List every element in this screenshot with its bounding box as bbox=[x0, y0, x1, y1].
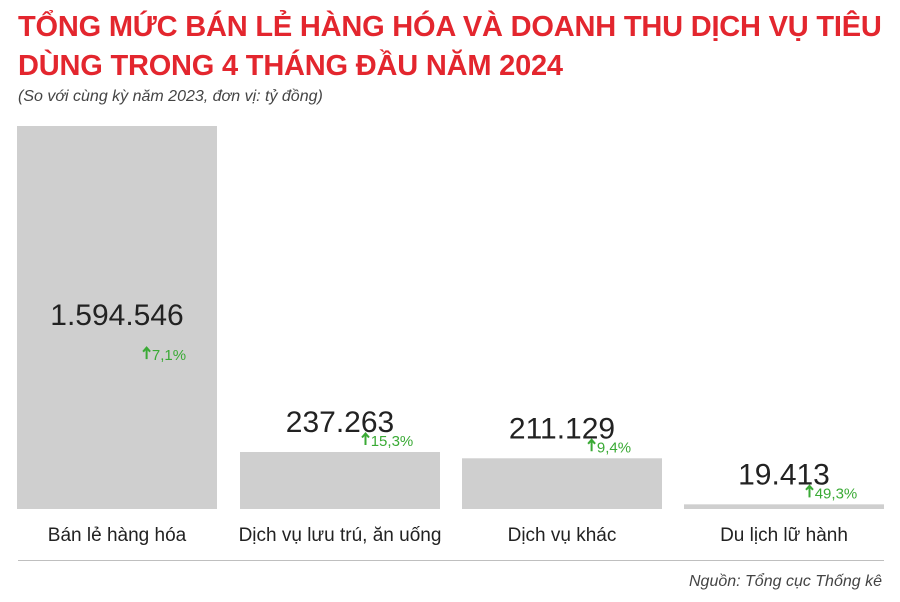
source-note: Nguồn: Tổng cục Thống kê bbox=[688, 573, 882, 590]
arrow-up-icon bbox=[587, 438, 596, 452]
category-label: Dịch vụ khác bbox=[508, 525, 617, 546]
growth-label: 15,3% bbox=[371, 433, 414, 450]
category-label: Dịch vụ lưu trú, ăn uống bbox=[239, 525, 442, 546]
bar bbox=[462, 458, 662, 509]
growth-label: 7,1% bbox=[152, 347, 186, 364]
bar bbox=[684, 504, 884, 509]
arrow-up-icon bbox=[361, 431, 370, 446]
value-label: 19.413 bbox=[738, 458, 830, 491]
category-label: Bán lẻ hàng hóa bbox=[48, 525, 187, 546]
chart-subtitle: (So với cùng kỳ năm 2023, đơn vị: tỷ đồn… bbox=[18, 88, 323, 105]
footer-divider bbox=[18, 560, 884, 561]
bar bbox=[240, 452, 440, 509]
arrow-up-icon bbox=[805, 484, 814, 498]
value-label: 237.263 bbox=[286, 406, 394, 439]
growth-label: 9,4% bbox=[597, 439, 631, 456]
category-label: Du lịch lữ hành bbox=[720, 525, 848, 546]
value-label: 211.129 bbox=[509, 412, 615, 445]
value-label: 1.594.546 bbox=[50, 299, 183, 332]
arrow-up-icon bbox=[142, 346, 151, 360]
chart-title: TỔNG MỨC BÁN LẺ HÀNG HÓA VÀ DOANH THU DỊ… bbox=[18, 11, 882, 82]
bar bbox=[17, 126, 217, 509]
growth-label: 49,3% bbox=[815, 485, 858, 502]
